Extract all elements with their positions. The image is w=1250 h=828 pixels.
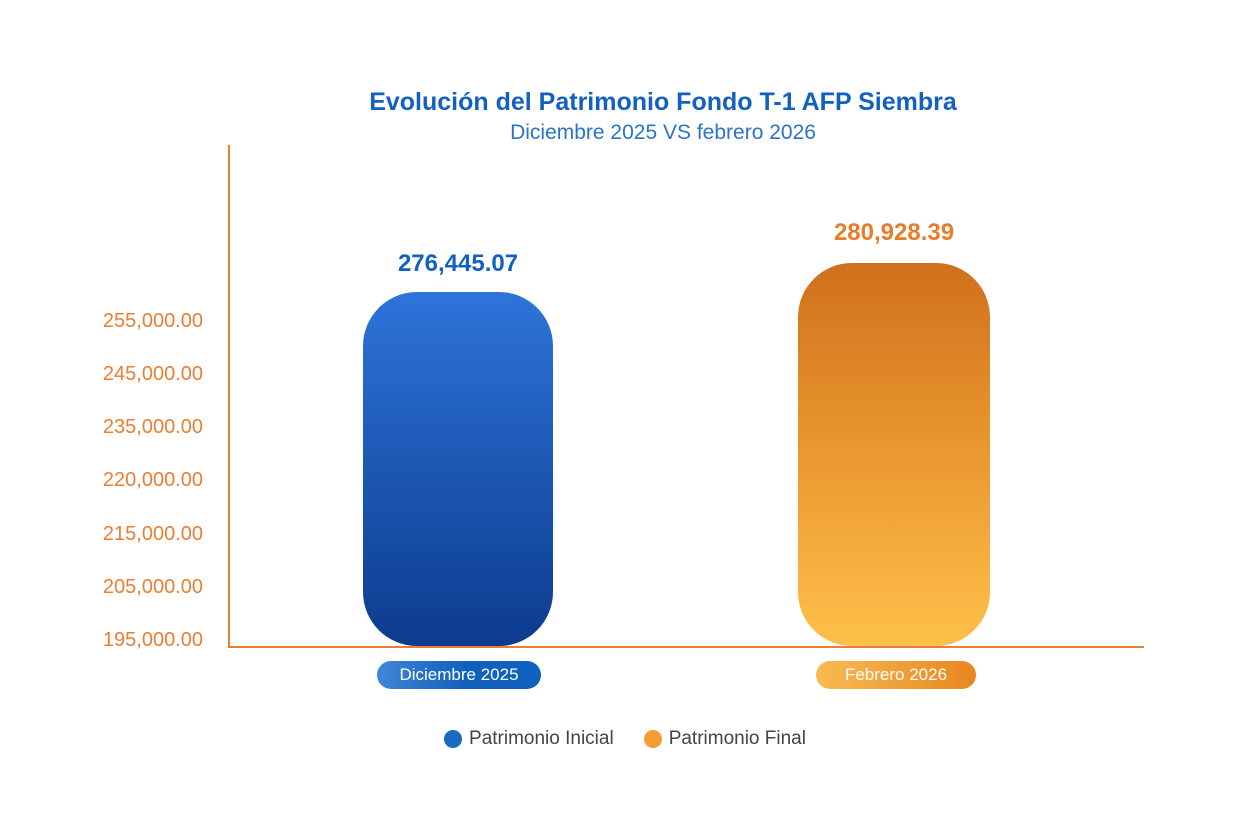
legend-label-patrimonio-final: Patrimonio Final	[668, 728, 806, 749]
legend-marker-blue-icon	[444, 730, 463, 748]
legend-label-patrimonio-inicial: Patrimonio Inicial	[469, 728, 614, 749]
category-label-febrero-2026: Febrero 2026	[816, 661, 976, 689]
y-tick-label: 205,000.00	[102, 575, 203, 598]
y-tick-label: 195,000.00	[102, 628, 203, 651]
chart-subtitle: Diciembre 2025 VS febrero 2026	[510, 121, 816, 144]
y-axis-tick-labels: 255,000.00 245,000.00 235,000.00 220,000…	[58, 309, 203, 652]
legend-item-patrimonio-final: Patrimonio Final	[643, 728, 806, 750]
legend-marker-orange-icon	[643, 730, 662, 748]
y-tick-label: 215,000.00	[102, 522, 203, 545]
y-tick-label: 245,000.00	[102, 363, 203, 386]
y-tick-label: 255,000.00	[102, 310, 203, 332]
bar-value-label-patrimonio-final: 280,928.39	[833, 219, 955, 246]
category-label-diciembre-2025: Diciembre 2025	[377, 661, 541, 689]
bar-patrimonio-final	[798, 263, 990, 646]
legend-item-patrimonio-inicial: Patrimonio Inicial	[444, 728, 614, 750]
bar-patrimonio-inicial	[363, 292, 553, 646]
x-axis-line	[228, 646, 1144, 648]
bar-value-label-patrimonio-inicial: 276,445.07	[397, 250, 519, 277]
chart-title: Evolución del Patrimonio Fondo T-1 AFP S…	[369, 88, 957, 116]
y-tick-label: 220,000.00	[102, 469, 203, 492]
y-tick-label: 235,000.00	[102, 416, 203, 439]
y-axis-line	[228, 145, 230, 648]
legend: Patrimonio Inicial Patrimonio Final	[0, 728, 1250, 750]
